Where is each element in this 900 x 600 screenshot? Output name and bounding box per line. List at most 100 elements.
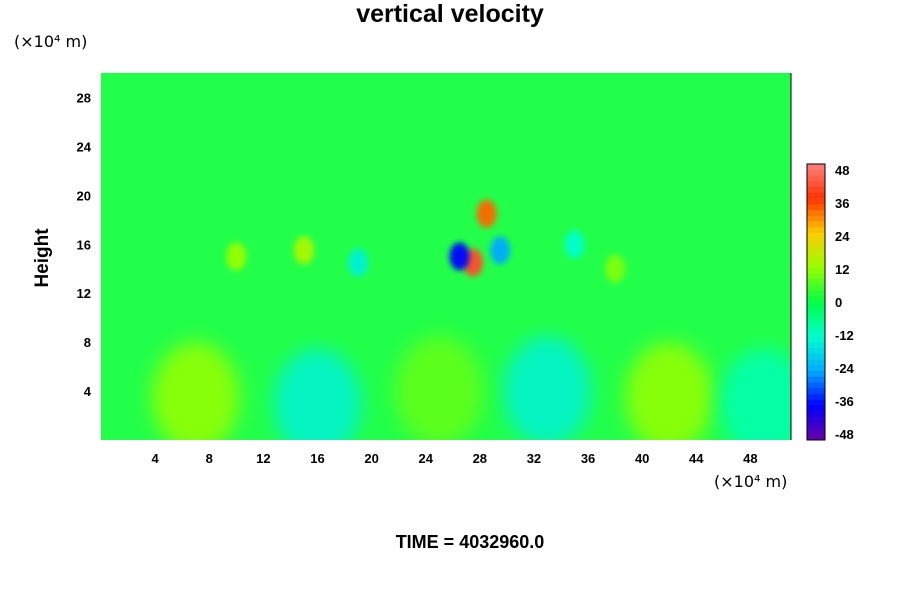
y-axis-unit: (×10⁴ m): [14, 32, 88, 51]
colorbar-swatch: [807, 336, 825, 343]
colorbar-swatch: [807, 376, 825, 383]
colorbar-swatch: [807, 192, 825, 199]
colorbar-swatch: [807, 428, 825, 435]
updraft-6: [476, 199, 497, 228]
colorbar-swatch: [807, 181, 825, 188]
colorbar-tick-label: 24: [835, 229, 850, 244]
y-tick-label: 20: [77, 188, 91, 203]
colorbar-swatch: [807, 325, 825, 332]
y-tick-label: 16: [77, 237, 91, 252]
convective-cell-1: [273, 348, 362, 440]
chart-title: vertical velocity: [356, 0, 544, 28]
colorbar-swatch: [807, 342, 825, 349]
x-tick-label: 40: [635, 451, 649, 466]
colorbar-tick-label: 12: [835, 262, 849, 277]
colorbar-tick-label: -12: [835, 328, 854, 343]
colorbar-swatch: [807, 399, 825, 406]
colorbar-tick-label: -48: [835, 427, 854, 442]
colorbar-swatch: [807, 348, 825, 355]
colorbar-swatch: [807, 250, 825, 257]
colorbar-swatch: [807, 256, 825, 263]
colorbar-border: [806, 163, 826, 441]
colorbar-tick-label: 36: [835, 196, 849, 211]
colorbar-swatch: [807, 233, 825, 240]
colorbar-swatch: [807, 422, 825, 429]
y-tick-label: 4: [84, 384, 92, 399]
colorbar-swatch: [807, 394, 825, 401]
convective-cell-0: [151, 342, 240, 440]
colorbar-swatch: [807, 238, 825, 245]
x-tick-label: 24: [418, 451, 433, 466]
colorbar-swatch: [807, 204, 825, 211]
y-axis-ticks: 4 8 12 16 20 24 28: [77, 90, 92, 399]
colorbar-swatch: [807, 198, 825, 205]
colorbar-swatch: [807, 307, 825, 314]
colorbar-swatch: [807, 244, 825, 251]
x-tick-label: 4: [152, 451, 160, 466]
colorbar-swatch: [807, 284, 825, 291]
x-tick-label: 28: [473, 451, 487, 466]
convective-cell-4: [625, 342, 714, 440]
y-tick-label: 28: [77, 90, 91, 105]
x-tick-label: 32: [527, 451, 541, 466]
updraft-10: [293, 236, 314, 265]
downdraft-13: [564, 230, 585, 259]
time-label: TIME = 4032960.0: [395, 532, 545, 552]
x-tick-label: 48: [743, 451, 757, 466]
y-tick-label: 12: [77, 286, 91, 301]
y-tick-label: 24: [77, 139, 92, 154]
colorbar-tick-label: 48: [835, 163, 849, 178]
colorbar-swatch: [807, 405, 825, 412]
colorbar-swatch: [807, 221, 825, 228]
colorbar-swatch: [807, 164, 825, 171]
colorbar-swatch: [807, 273, 825, 280]
colorbar-swatch: [807, 279, 825, 286]
x-tick-label: 12: [256, 451, 270, 466]
convective-cell-5: [719, 348, 791, 440]
colorbar-swatch: [807, 371, 825, 378]
convective-cell-2: [395, 336, 484, 440]
convective-cell-3: [503, 336, 592, 440]
x-tick-label: 20: [364, 451, 378, 466]
colorbar-swatch: [807, 187, 825, 194]
colorbar-swatch: [807, 267, 825, 274]
colorbar-swatch: [807, 210, 825, 217]
downdraft-11: [348, 248, 369, 277]
colorbar-swatch: [807, 290, 825, 297]
y-tick-label: 8: [84, 335, 91, 350]
colorbar: 48 36 24 12 0 -12 -24 -36 -48: [806, 163, 855, 442]
colorbar-swatch: [807, 330, 825, 337]
x-tick-label: 44: [689, 451, 704, 466]
colorbar-swatch: [807, 434, 825, 441]
colorbar-swatch: [807, 411, 825, 418]
updraft-12: [226, 242, 247, 271]
colorbar-swatch: [807, 353, 825, 360]
colorbar-swatch: [807, 319, 825, 326]
downdraft-9: [490, 236, 511, 265]
colorbar-swatch: [807, 227, 825, 234]
colorbar-swatch: [807, 417, 825, 424]
colorbar-swatch: [807, 296, 825, 303]
colorbar-tick-label: 0: [835, 295, 842, 310]
colorbar-swatch: [807, 261, 825, 268]
x-tick-label: 8: [206, 451, 213, 466]
velocity-field: [151, 199, 791, 440]
x-tick-label: 16: [310, 451, 324, 466]
colorbar-tick-label: -36: [835, 394, 854, 409]
x-axis-unit: (×10⁴ m): [714, 472, 788, 491]
colorbar-swatch: [807, 215, 825, 222]
colorbar-swatch: [807, 382, 825, 389]
colorbar-swatch: [807, 313, 825, 320]
colorbar-tick-label: -24: [835, 361, 855, 376]
downdraft-8: [449, 242, 470, 271]
colorbar-swatch: [807, 302, 825, 309]
x-axis-ticks: 4 8 12 16 20 24 28 32 36 40 44 48: [152, 451, 758, 466]
colorbar-swatch: [807, 388, 825, 395]
colorbar-swatch: [807, 175, 825, 182]
x-tick-label: 36: [581, 451, 595, 466]
colorbar-swatch: [807, 365, 825, 372]
updraft-14: [605, 254, 626, 283]
colorbar-swatch: [807, 169, 825, 176]
colorbar-swatch: [807, 359, 825, 366]
